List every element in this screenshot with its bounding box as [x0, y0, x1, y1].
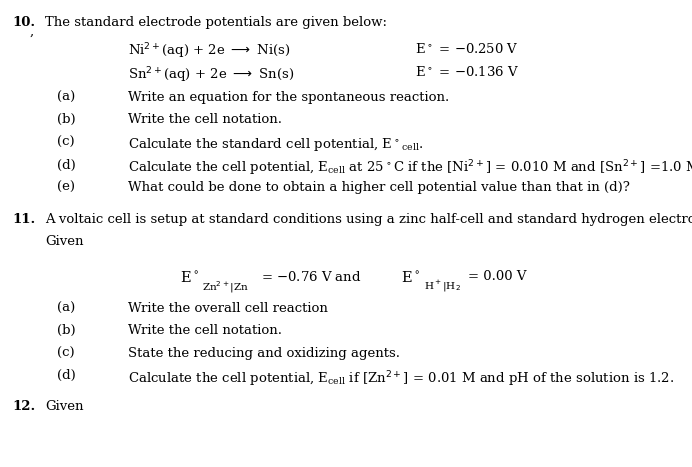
Text: = $-$0.76 V and: = $-$0.76 V and — [261, 270, 361, 284]
Text: Calculate the standard cell potential, E$^\circ$$_{\mathregular{cell}}$.: Calculate the standard cell potential, E… — [128, 136, 424, 153]
Text: (b): (b) — [57, 324, 75, 337]
Text: Sn$^{2+}$(aq) + 2e $\longrightarrow$ Sn(s): Sn$^{2+}$(aq) + 2e $\longrightarrow$ Sn(… — [128, 65, 294, 85]
Text: 10.: 10. — [12, 16, 35, 29]
Text: Given: Given — [45, 400, 84, 413]
Text: E$^\circ$: E$^\circ$ — [401, 270, 421, 285]
Text: (a): (a) — [57, 91, 75, 104]
Text: Write the cell notation.: Write the cell notation. — [128, 324, 282, 337]
Text: 11.: 11. — [12, 213, 36, 226]
Text: State the reducing and oxidizing agents.: State the reducing and oxidizing agents. — [128, 347, 400, 360]
Text: E$^\circ$: E$^\circ$ — [180, 270, 199, 285]
Text: Write the cell notation.: Write the cell notation. — [128, 113, 282, 127]
Text: The standard electrode potentials are given below:: The standard electrode potentials are gi… — [45, 16, 387, 29]
Text: What could be done to obtain a higher cell potential value than that in (d)?: What could be done to obtain a higher ce… — [128, 181, 630, 194]
Text: E$^\circ$ = $-$0.136 V: E$^\circ$ = $-$0.136 V — [415, 65, 519, 79]
Text: (d): (d) — [57, 369, 75, 382]
Text: (b): (b) — [57, 113, 75, 127]
Text: (c): (c) — [57, 136, 74, 149]
Text: (d): (d) — [57, 159, 75, 171]
Text: Zn$^{2+}$|Zn: Zn$^{2+}$|Zn — [202, 279, 249, 295]
Text: (a): (a) — [57, 302, 75, 315]
Text: Calculate the cell potential, E$_{\mathregular{cell}}$ if [Zn$^{2+}$] = 0.01 M a: Calculate the cell potential, E$_{\mathr… — [128, 369, 674, 389]
Text: (c): (c) — [57, 347, 74, 360]
Text: Ni$^{2+}$(aq) + 2e $\longrightarrow$ Ni(s): Ni$^{2+}$(aq) + 2e $\longrightarrow$ Ni(… — [128, 42, 291, 62]
Text: H$^+$|H$_2$: H$^+$|H$_2$ — [424, 279, 460, 294]
Text: 12.: 12. — [12, 400, 36, 413]
Text: Given: Given — [45, 235, 84, 248]
Text: = 0.00 V: = 0.00 V — [468, 270, 527, 283]
Text: Write the overall cell reaction: Write the overall cell reaction — [128, 302, 328, 315]
Text: ,: , — [29, 25, 33, 38]
Text: Calculate the cell potential, E$_{\mathregular{cell}}$ at 25$^\circ$C if the [Ni: Calculate the cell potential, E$_{\mathr… — [128, 159, 692, 178]
Text: E$^\circ$ = $-$0.250 V: E$^\circ$ = $-$0.250 V — [415, 42, 519, 56]
Text: A voltaic cell is setup at standard conditions using a zinc half-cell and standa: A voltaic cell is setup at standard cond… — [45, 213, 692, 226]
Text: Write an equation for the spontaneous reaction.: Write an equation for the spontaneous re… — [128, 91, 449, 104]
Text: (e): (e) — [57, 181, 75, 194]
